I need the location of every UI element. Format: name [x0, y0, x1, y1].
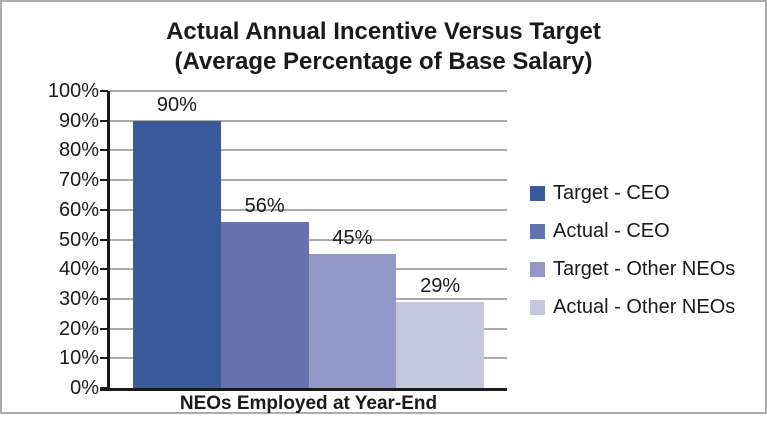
y-tick-label-40: 40%: [58, 258, 99, 281]
y-tick-label-10: 10%: [58, 347, 99, 370]
y-tick-label-70: 70%: [58, 169, 99, 192]
y-tick-100: [100, 90, 108, 92]
legend-item-actual-ceo: Actual - CEO: [530, 218, 735, 244]
legend-label: Actual - Other NEOs: [553, 295, 736, 318]
y-tick-label-60: 60%: [58, 198, 99, 221]
gridline-60: [110, 208, 507, 211]
y-tick-30: [100, 297, 108, 300]
bar-actual-other-neos: [396, 301, 484, 388]
gridline-80: [110, 149, 507, 152]
x-axis-title: NEOs Employed at Year-End: [179, 393, 438, 414]
legend-item-target-ceo: Target - CEO: [530, 180, 735, 206]
legend-label: Target - CEO: [553, 181, 670, 204]
y-tick-90: [100, 119, 108, 122]
y-tick-0: [100, 387, 108, 389]
gridline-90: [110, 119, 507, 122]
y-tick-10: [100, 357, 108, 360]
x-axis-line: [100, 388, 507, 391]
bar-target-ceo: [133, 120, 221, 388]
y-tick-80: [100, 149, 108, 152]
legend-item-target-other-neos: Target - Other NEOs: [530, 256, 735, 282]
y-tick-70: [100, 179, 108, 182]
y-tick-40: [100, 268, 108, 271]
y-tick-label-90: 90%: [58, 109, 99, 132]
legend-swatch-icon: [530, 299, 545, 315]
y-tick-label-0: 0%: [70, 377, 99, 399]
y-axis-line: [107, 91, 110, 391]
plot-area: 90% 56% 45% 29%: [110, 90, 507, 388]
legend-swatch-icon: [530, 261, 545, 277]
gridline-100: [110, 90, 507, 92]
y-tick-60: [100, 208, 108, 211]
y-tick-label-50: 50%: [58, 228, 99, 251]
y-tick-label-100: 100%: [47, 80, 99, 102]
y-tick-label-20: 20%: [58, 317, 99, 340]
legend-label: Target - Other NEOs: [553, 257, 736, 280]
bar-data-label: 29%: [420, 274, 461, 297]
legend-item-actual-other-neos: Actual - Other NEOs: [530, 294, 735, 320]
bar-data-label: 56%: [244, 194, 285, 217]
y-tick-20: [100, 327, 108, 330]
legend-swatch-icon: [530, 185, 545, 201]
y-tick-label-80: 80%: [58, 139, 99, 162]
bar-actual-ceo: [220, 221, 309, 388]
chart-legend: Target - CEO Actual - CEO Target - Other N…: [530, 180, 735, 332]
chart-title-line2: (Average Percentage of Base Salary): [174, 48, 593, 75]
bar-data-label: 90%: [156, 93, 197, 116]
gridline-50: [110, 238, 507, 241]
chart-title: Actual Annual Incentive Versus Target (A…: [0, 17, 767, 77]
legend-label: Actual - CEO: [553, 219, 670, 242]
gridline-70: [110, 179, 507, 182]
y-tick-label-30: 30%: [58, 287, 99, 310]
bar-target-other-neos: [308, 254, 397, 388]
legend-swatch-icon: [530, 223, 545, 239]
y-tick-50: [100, 238, 108, 241]
bar-data-label: 45%: [332, 227, 373, 250]
chart-title-line1: Actual Annual Incentive Versus Target: [166, 18, 601, 45]
